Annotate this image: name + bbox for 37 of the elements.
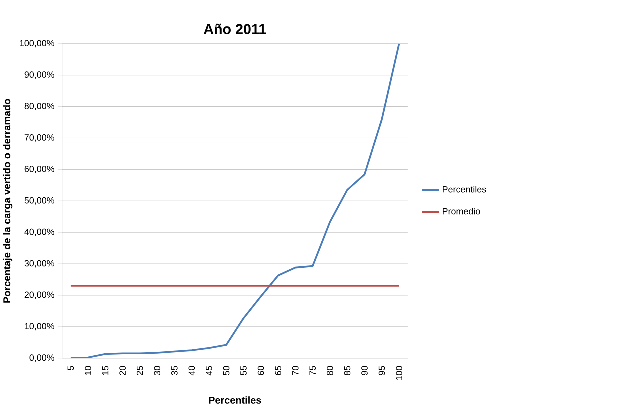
x-tick-label: 70 xyxy=(292,366,299,376)
y-tick-label: 90,00% xyxy=(24,72,55,80)
chart-title: Año 2011 xyxy=(204,24,266,35)
y-tick-label: 70,00% xyxy=(24,134,55,142)
x-tick-label: 60 xyxy=(258,366,264,376)
x-tick-label: 30 xyxy=(154,366,161,376)
x-tick-label: 65 xyxy=(275,366,282,376)
x-tick-label: 10 xyxy=(85,366,92,376)
x-tick-label: 95 xyxy=(378,366,386,376)
y-tick-label: 20,00% xyxy=(24,292,55,300)
x-tick-label: 90 xyxy=(362,366,368,376)
y-tick-label: 30,00% xyxy=(24,260,55,268)
x-tick-label: 15 xyxy=(102,366,109,376)
x-tick-label: 45 xyxy=(206,366,212,376)
x-tick-label: 20 xyxy=(120,366,126,376)
y-tick-label: 40,00% xyxy=(24,228,55,236)
x-tick-label: 25 xyxy=(136,366,144,376)
y-tick-label: 60,00% xyxy=(24,166,55,174)
y-axis-title: Porcentaje de la carga vertido o derramado xyxy=(3,99,13,303)
x-tick-label: 75 xyxy=(310,366,316,376)
y-tick-label: 0,00% xyxy=(30,354,55,362)
legend-label: Percentiles xyxy=(443,186,486,193)
x-tick-label: 40 xyxy=(188,366,196,376)
y-tick-label: 50,00% xyxy=(24,198,55,205)
x-tick-label: 85 xyxy=(344,366,351,376)
line-series xyxy=(70,44,400,358)
legend-label: Promedio xyxy=(443,208,480,215)
x-tick-label: 80 xyxy=(327,366,334,376)
x-tick-label: 35 xyxy=(171,366,178,376)
x-tick-label: 100 xyxy=(396,366,402,380)
x-axis-title: Percentiles xyxy=(209,396,262,404)
x-tick-label: 5 xyxy=(68,366,74,371)
y-tick-label: 10,00% xyxy=(25,323,55,331)
y-tick-label: 100,00% xyxy=(20,40,55,48)
y-tick-label: 80,00% xyxy=(24,103,55,111)
x-tick-label: 55 xyxy=(240,366,247,376)
x-tick-label: 50 xyxy=(223,366,230,376)
